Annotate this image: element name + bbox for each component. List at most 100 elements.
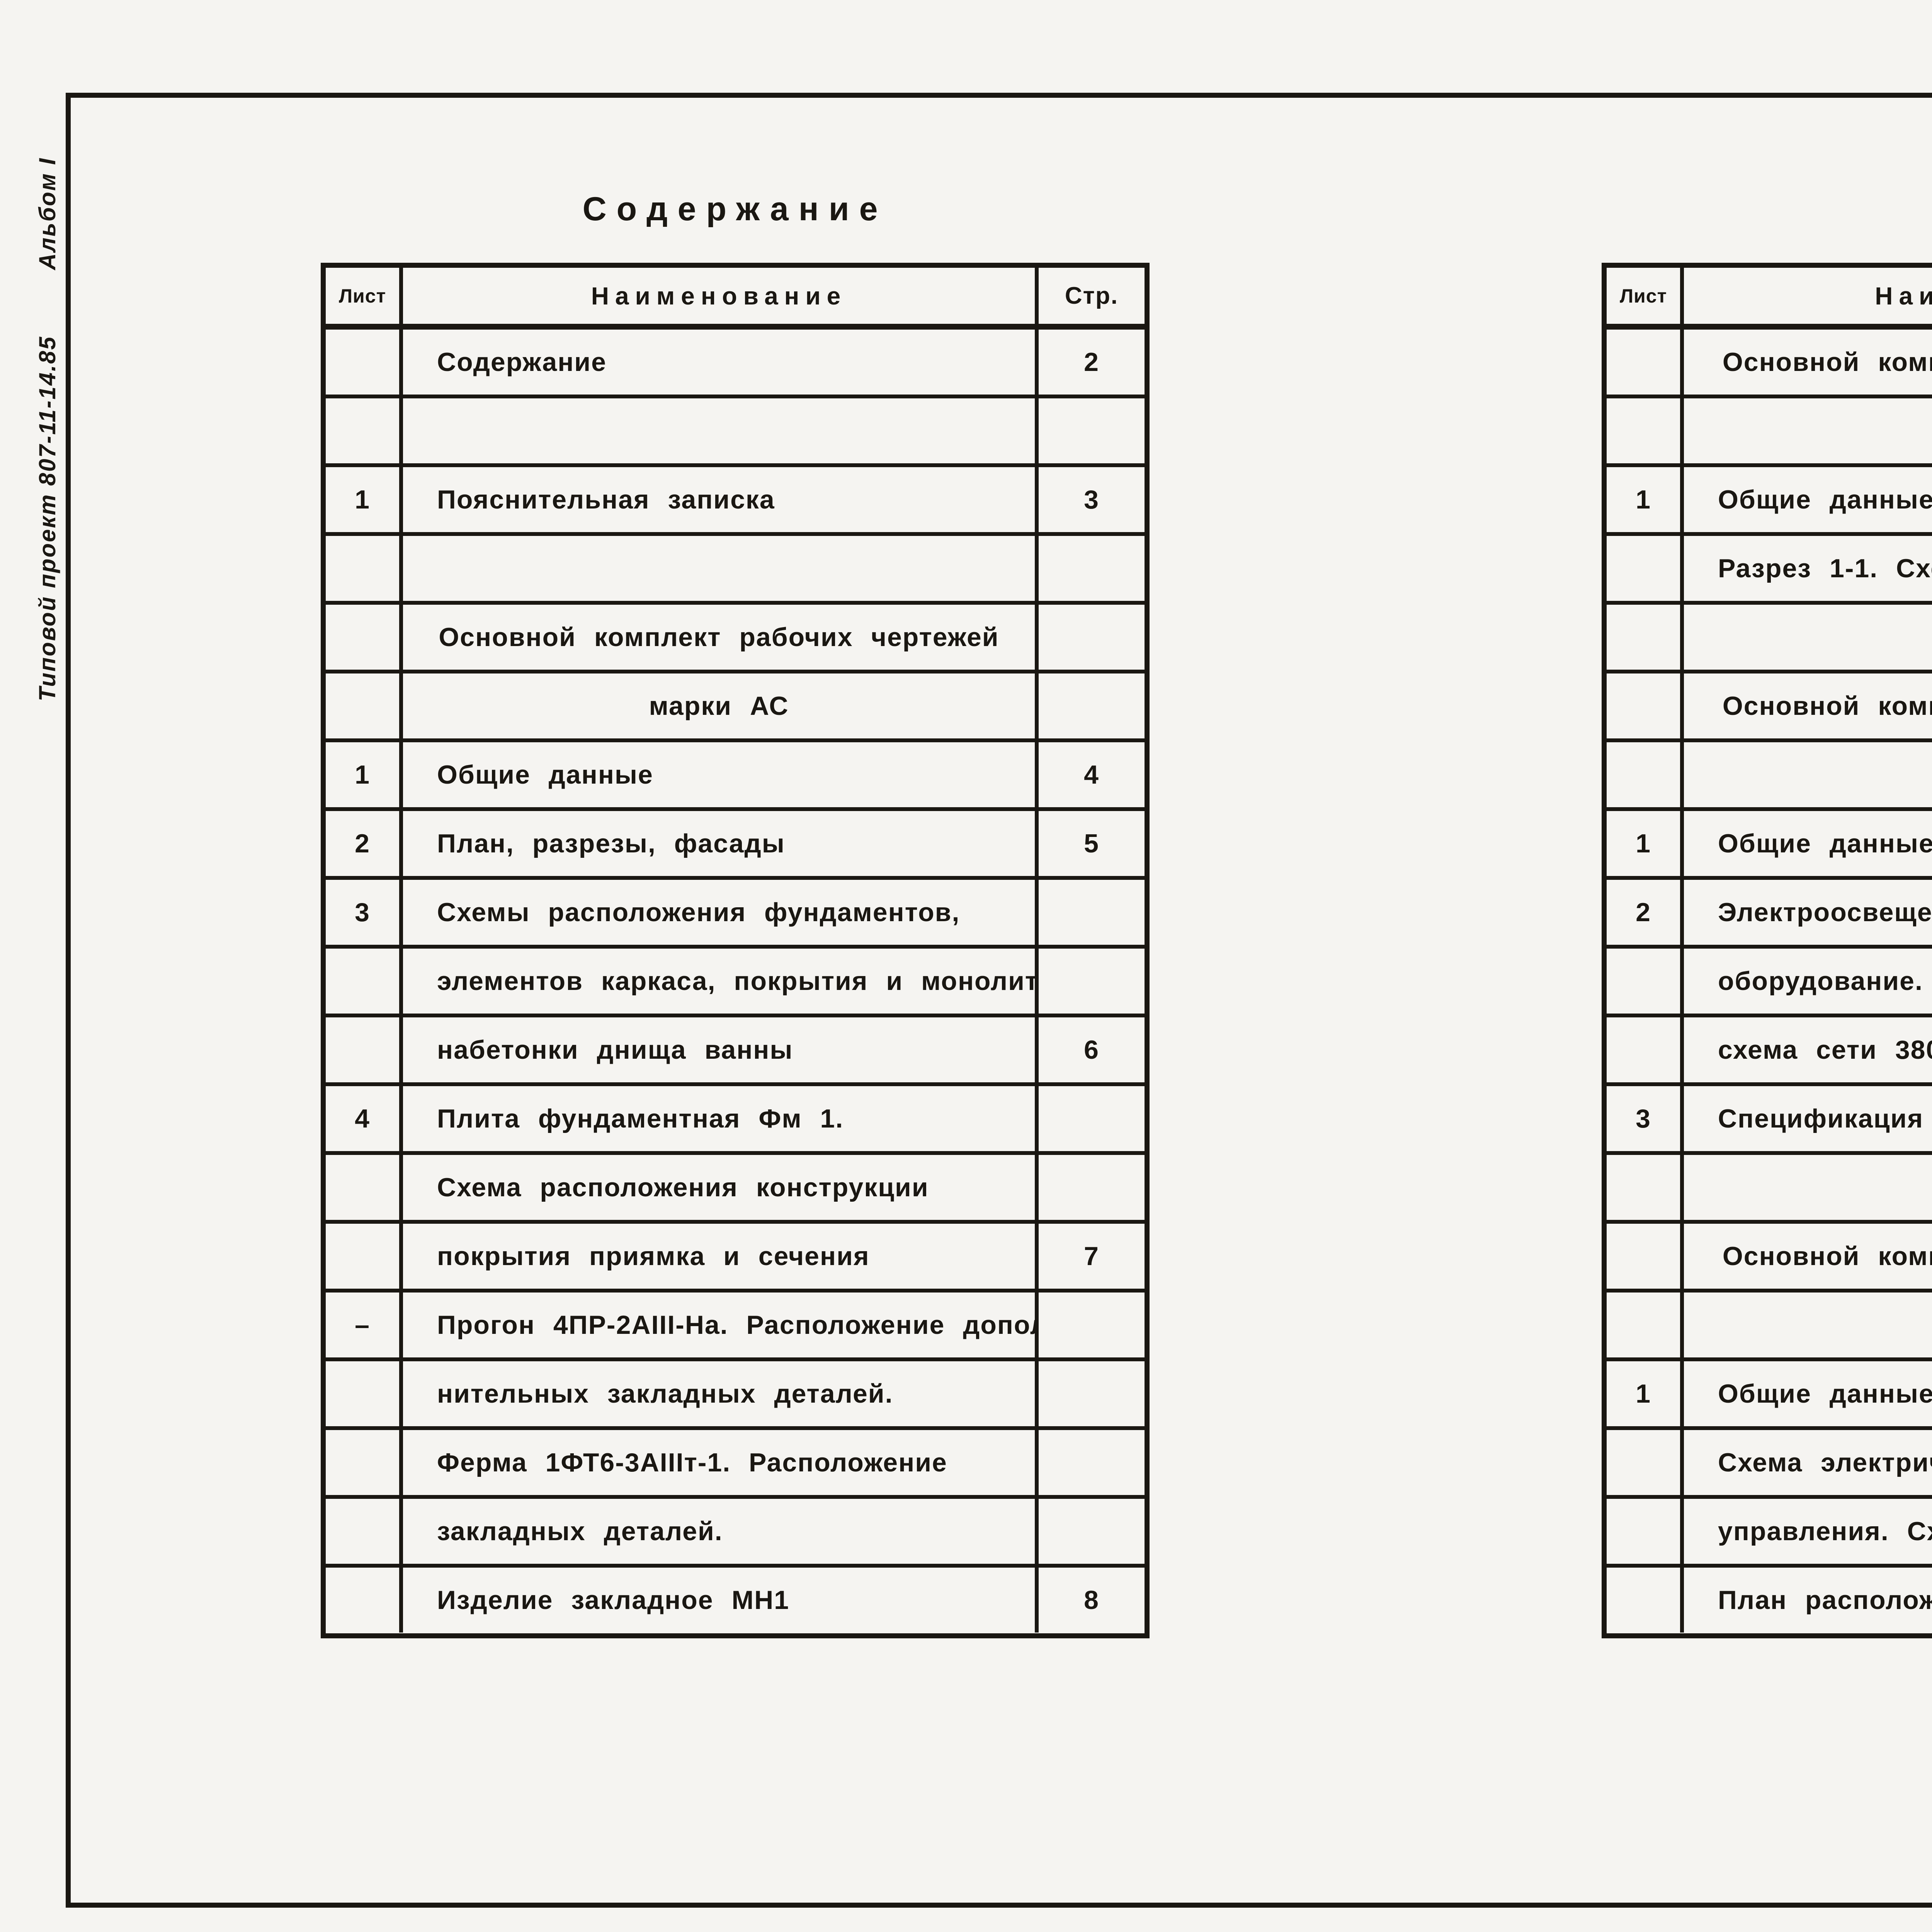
toc-cell-sheet [326, 1357, 403, 1426]
toc-cell-sheet [1607, 945, 1684, 1014]
toc-cell-name [403, 532, 1039, 601]
project-number-label: Типовой проект 807-11-14.85 [34, 335, 60, 701]
toc-cell-sheet: 3 [326, 876, 403, 945]
toc-cell-name: марки А [1684, 1289, 1932, 1357]
toc-cell-sheet [326, 601, 403, 670]
toc-cell-sheet: 3 [1607, 1082, 1684, 1151]
toc-cell-page [1039, 876, 1145, 945]
toc-cell-sheet: 1 [326, 738, 403, 807]
toc-cell-name: Электроосвещение силовое электро- [1684, 876, 1932, 945]
toc-cell-name [403, 395, 1039, 463]
toc-cell-sheet [326, 1220, 403, 1289]
toc-cell-name: оборудование. Планы сетей. Расчетная [1684, 945, 1932, 1014]
toc-cell-sheet: 2 [326, 807, 403, 876]
toc-cell-page: 5 [1039, 807, 1145, 876]
toc-cell-sheet [1607, 601, 1684, 670]
toc-cell-name: План, разрезы, фасады [403, 807, 1039, 876]
side-label: Типовой проект 807-11-14.85 Альбом I [34, 157, 61, 701]
toc-cell-sheet [1607, 1495, 1684, 1564]
toc-title: Содержание [582, 190, 888, 228]
toc-cell-name: элементов каркаса, покрытия и монолитной [403, 945, 1039, 1014]
toc-cell-sheet: 1 [1607, 463, 1684, 532]
toc-cell-sheet [326, 670, 403, 738]
toc-cell-sheet [326, 945, 403, 1014]
toc-cell-sheet [326, 1495, 403, 1564]
toc-cell-name: марки Э [1684, 738, 1932, 807]
column-header-sheet: Лист [1607, 268, 1684, 326]
toc-cell-sheet [326, 395, 403, 463]
column-header-name: Наименование [1684, 268, 1932, 326]
column-header-page: Стр. [1039, 268, 1145, 326]
toc-cell-page: 2 [1039, 326, 1145, 395]
toc-cell-page [1039, 1289, 1145, 1357]
toc-cell-name: Основной комплект рабочих чертежей [1684, 1220, 1932, 1289]
toc-cell-name: марки ОВ [1684, 395, 1932, 463]
toc-cell-name: Ферма 1ФТ6-3АIIIт-1. Расположение [403, 1426, 1039, 1495]
sheet-frame-border [66, 93, 1932, 1908]
toc-cell-page: 4 [1039, 738, 1145, 807]
toc-cell-sheet [1607, 532, 1684, 601]
toc-cell-name: схема сети 380/220 В [1684, 1014, 1932, 1082]
toc-cell-name: Содержание [403, 326, 1039, 395]
toc-cell-name: Общие данные [403, 738, 1039, 807]
toc-cell-page [1039, 1495, 1145, 1564]
toc-cell-page [1039, 601, 1145, 670]
toc-cell-sheet [1607, 670, 1684, 738]
toc-cell-name: набетонки днища ванны [403, 1014, 1039, 1082]
toc-cell-sheet [1607, 1564, 1684, 1633]
toc-cell-sheet: 2 [1607, 876, 1684, 945]
toc-cell-name: Спецификация на оборудование [1684, 1082, 1932, 1151]
toc-cell-name: Схема электрическая принципиальная [1684, 1426, 1932, 1495]
toc-cell-sheet [326, 1151, 403, 1220]
toc-cell-sheet [1607, 395, 1684, 463]
toc-cell-name: Прогон 4ПР-2АIII-На. Расположение допол- [403, 1289, 1039, 1357]
toc-cell-name: Основной комплект рабочих чертежей [403, 601, 1039, 670]
toc-cell-name: Основной комплект рабочих чертежей [1684, 326, 1932, 395]
toc-cell-sheet [1607, 1426, 1684, 1495]
toc-cell-name: Общие данные [1684, 807, 1932, 876]
left-toc-table: Лист Наименование Стр. Содержание 2 1 Поясн… [321, 263, 1150, 1638]
column-header-name: Наименование [403, 268, 1039, 326]
toc-cell-sheet: 1 [326, 463, 403, 532]
right-toc-table: Лист Наименование Стр. Основной комплект… [1602, 263, 1932, 1638]
toc-cell-sheet: 4 [326, 1082, 403, 1151]
toc-cell-page [1039, 395, 1145, 463]
toc-cell-page: 3 [1039, 463, 1145, 532]
toc-cell-sheet [1607, 1151, 1684, 1220]
toc-cell-name: План расположения [1684, 1564, 1932, 1633]
toc-cell-name: покрытия приямка и сечения [403, 1220, 1039, 1289]
toc-cell-name: управления. Схема внешних проводок. [1684, 1495, 1932, 1564]
toc-cell-sheet: 1 [1607, 807, 1684, 876]
toc-cell-sheet [1607, 326, 1684, 395]
toc-cell-page: 6 [1039, 1014, 1145, 1082]
toc-cell-name: Общие данные. Схема функциональная. [1684, 1357, 1932, 1426]
toc-cell-sheet [1607, 1014, 1684, 1082]
toc-cell-page [1039, 670, 1145, 738]
toc-cell-page [1039, 1151, 1145, 1220]
album-label: Альбом I [34, 157, 60, 270]
toc-cell-sheet [326, 1014, 403, 1082]
toc-cell-name: нительных закладных деталей. [403, 1357, 1039, 1426]
toc-cell-name: Общие данные. План на отм. 0.000. [1684, 463, 1932, 532]
toc-cell-sheet: – [326, 1289, 403, 1357]
toc-cell-page [1039, 1426, 1145, 1495]
toc-cell-name: Схема расположения конструкции [403, 1151, 1039, 1220]
toc-cell-sheet [1607, 738, 1684, 807]
toc-cell-name: Схемы расположения фундаментов, [403, 876, 1039, 945]
toc-cell-name: Пояснительная записка [403, 463, 1039, 532]
toc-cell-sheet [326, 532, 403, 601]
toc-cell-sheet [326, 1564, 403, 1633]
toc-cell-name: закладных деталей. [403, 1495, 1039, 1564]
toc-cell-sheet [1607, 1289, 1684, 1357]
toc-cell-page [1039, 532, 1145, 601]
toc-cell-name: Разрез 1-1. Схема системы отопления [1684, 532, 1932, 601]
toc-cell-name: Изделие закладное МН1 [403, 1564, 1039, 1633]
toc-cell-name: марки АС [403, 670, 1039, 738]
toc-cell-sheet [326, 326, 403, 395]
toc-cell-page [1039, 1357, 1145, 1426]
toc-cell-sheet [326, 1426, 403, 1495]
toc-cell-name [1684, 1151, 1932, 1220]
column-header-sheet: Лист [326, 268, 403, 326]
toc-cell-page: 7 [1039, 1220, 1145, 1289]
toc-cell-page [1039, 945, 1145, 1014]
